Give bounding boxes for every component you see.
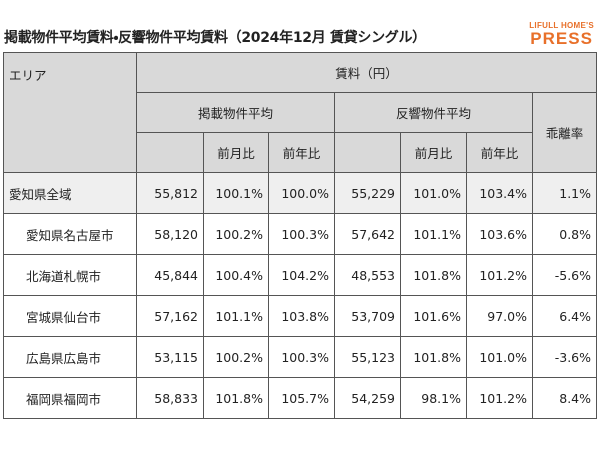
rent-table: エリア 賃料（円） 掲載物件平均 反響物件平均 乖離率 前月比 前年比 前月比 … <box>3 52 598 419</box>
value-cell: 53,709 <box>334 295 401 337</box>
table-body: 愛知県全域 55,812 100.1% 100.0% 55,229 101.0% 103.4… <box>3 172 598 419</box>
header-cell: 前月比 <box>203 132 269 173</box>
header-cell: 前月比 <box>400 132 467 173</box>
value-cell: 100.4% <box>203 254 269 296</box>
value-cell: 103.6% <box>466 213 533 255</box>
table-row: 宮城県仙台市 57,162 101.1% 103.8% 53,709 101.6% 97.0… <box>3 295 598 337</box>
table-row: 広島県広島市 53,115 100.2% 100.3% 55,123 101.8% 101.… <box>3 336 598 378</box>
value-cell: 55,229 <box>334 172 401 214</box>
area-cell: 広島県広島市 <box>3 336 137 378</box>
area-cell: 福岡県福岡市 <box>3 377 137 419</box>
header-cell: 反響物件平均 <box>334 92 533 133</box>
value-cell: 101.2% <box>466 377 533 419</box>
table-row: 福岡県福岡市 58,833 101.8% 105.7% 54,259 98.1% 101.2… <box>3 377 598 419</box>
header-cell: 前年比 <box>268 132 335 173</box>
value-cell: 100.1% <box>203 172 269 214</box>
value-cell: 100.3% <box>268 213 335 255</box>
header-cell: 前年比 <box>466 132 533 173</box>
value-cell: 100.2% <box>203 336 269 378</box>
value-cell: 1.1% <box>531 172 598 214</box>
header-cell <box>136 132 204 173</box>
value-cell: 103.8% <box>268 295 335 337</box>
value-cell: 101.0% <box>400 172 467 214</box>
value-cell: 53,115 <box>136 336 204 378</box>
value-cell: 101.1% <box>203 295 269 337</box>
value-cell: 100.2% <box>203 213 269 255</box>
header-cell: 掲載物件平均 <box>136 92 335 133</box>
value-cell: 98.1% <box>400 377 467 419</box>
table-header: エリア 賃料（円） 掲載物件平均 反響物件平均 乖離率 前月比 前年比 前月比 … <box>3 52 598 173</box>
value-cell: 8.4% <box>531 377 598 419</box>
value-cell: 97.0% <box>466 295 533 337</box>
logo-bottom: PRESS <box>530 29 593 48</box>
value-cell: 101.8% <box>203 377 269 419</box>
value-cell: 55,123 <box>334 336 401 378</box>
area-cell: 愛知県名古屋市 <box>3 213 137 255</box>
value-cell: -5.6% <box>531 254 598 296</box>
header-cell: 賃料（円） <box>135 52 598 93</box>
value-cell: 57,642 <box>334 213 401 255</box>
value-cell: 45,844 <box>136 254 204 296</box>
value-cell: 100.0% <box>268 172 335 214</box>
value-cell: 101.8% <box>400 254 467 296</box>
value-cell: 55,812 <box>136 172 204 214</box>
value-cell: 54,259 <box>334 377 401 419</box>
value-cell: 0.8% <box>531 213 598 255</box>
value-cell: 101.0% <box>466 336 533 378</box>
value-cell: 101.1% <box>400 213 467 255</box>
value-cell: 100.3% <box>268 336 335 378</box>
value-cell: 101.6% <box>400 295 467 337</box>
area-cell: 愛知県全域 <box>3 172 137 214</box>
area-cell: 宮城県仙台市 <box>3 295 137 337</box>
title: 掲載物件平均賃料・反響物件平均賃料（2024年12月 賃貸シングル） <box>4 30 426 46</box>
value-cell: 58,120 <box>136 213 204 255</box>
value-cell: 103.4% <box>466 172 533 214</box>
table-row: 愛知県名古屋市 58,120 100.2% 100.3% 57,642 101.1% 103… <box>3 213 598 255</box>
value-cell: 48,553 <box>334 254 401 296</box>
logo-top: LIFULL HOME'S <box>529 21 594 30</box>
value-cell: 104.2% <box>268 254 335 296</box>
header-cell <box>334 132 401 173</box>
header-cell: 乖離率 <box>531 92 598 173</box>
table-row: 北海道札幌市 45,844 100.4% 104.2% 48,553 101.8% 101.… <box>3 254 598 296</box>
value-cell: 101.2% <box>466 254 533 296</box>
logo: LIFULL HOME'S PRESS <box>529 21 594 48</box>
table-row: 愛知県全域 55,812 100.1% 100.0% 55,229 101.0% 103.4… <box>3 172 598 214</box>
value-cell: 101.8% <box>400 336 467 378</box>
value-cell: 105.7% <box>268 377 335 419</box>
value-cell: 6.4% <box>531 295 598 337</box>
value-cell: -3.6% <box>531 336 598 378</box>
value-cell: 57,162 <box>136 295 204 337</box>
header-cell: エリア <box>3 52 137 173</box>
area-cell: 北海道札幌市 <box>3 254 137 296</box>
value-cell: 58,833 <box>136 377 204 419</box>
